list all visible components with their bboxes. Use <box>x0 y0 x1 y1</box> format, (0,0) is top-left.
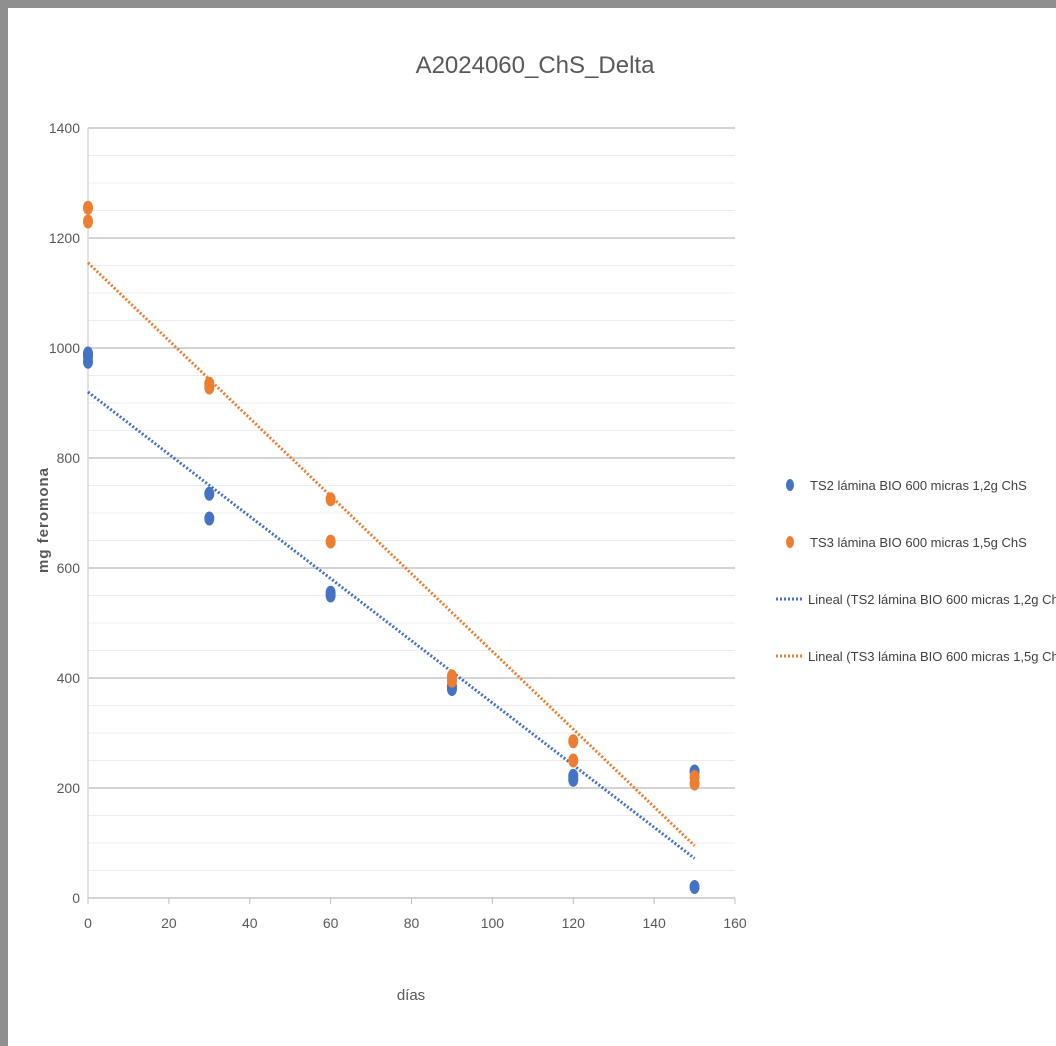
legend-marker <box>786 536 794 548</box>
x-tick-label: 140 <box>642 915 666 931</box>
x-tick-label: 80 <box>404 915 420 931</box>
y-axis-ticks: 0 200 400 600 800 1000 1200 1400 <box>49 120 80 906</box>
legend-label: TS2 lámina BIO 600 micras 1,2g ChS <box>810 478 1027 493</box>
y-tick-label: 400 <box>57 670 81 686</box>
y-tick-label: 1000 <box>49 340 80 356</box>
data-point-ts3 <box>446 673 457 688</box>
data-point-ts2 <box>325 585 336 600</box>
legend-label: Lineal (TS2 lámina BIO 600 micras 1,2g C… <box>808 592 1056 607</box>
y-axis-title: mg feromona <box>35 467 52 573</box>
y-tick-label: 800 <box>57 450 81 466</box>
data-point-ts3 <box>83 200 93 215</box>
data-point-ts3 <box>325 492 336 507</box>
legend: TS2 lámina BIO 600 micras 1,2g ChS TS3 lá… <box>776 478 1056 664</box>
trendline <box>87 390 696 860</box>
y-tick-label: 1200 <box>49 230 80 246</box>
gridlines <box>87 127 735 899</box>
x-tick-label: 60 <box>323 915 339 931</box>
data-points <box>83 200 700 894</box>
legend-label: TS3 lámina BIO 600 micras 1,5g ChS <box>810 535 1027 550</box>
data-point-ts3 <box>83 214 93 229</box>
y-tick-label: 1400 <box>49 120 80 136</box>
x-tick-label: 20 <box>161 915 177 931</box>
x-axis-ticks: 0 20 40 60 80 100 120 140 160 <box>84 898 747 931</box>
data-point-ts2 <box>689 880 700 894</box>
legend-item: TS3 lámina BIO 600 micras 1,5g ChS <box>786 535 1027 550</box>
data-point-ts3 <box>689 776 700 791</box>
data-point-ts3 <box>568 753 579 768</box>
data-point-ts3 <box>568 734 579 749</box>
x-tick-label: 160 <box>723 915 747 931</box>
x-axis-title: días <box>397 987 425 1004</box>
legend-item: Lineal (TS2 lámina BIO 600 micras 1,2g C… <box>776 592 1056 607</box>
data-point-ts2 <box>204 486 215 501</box>
legend-label: Lineal (TS3 lámina BIO 600 micras 1,5g C… <box>808 649 1056 664</box>
chart-title: A2024060_ChS_Delta <box>416 52 656 79</box>
data-point-ts2 <box>83 349 93 364</box>
trendline <box>86 261 696 847</box>
x-tick-label: 120 <box>562 915 586 931</box>
y-tick-label: 200 <box>57 780 81 796</box>
legend-item: TS2 lámina BIO 600 micras 1,2g ChS <box>786 478 1027 493</box>
trendlines <box>86 261 696 860</box>
data-point-ts2 <box>204 511 215 526</box>
chart-frame: 0 200 400 600 800 1000 1200 1400 0 20 40 60 80 100 12… <box>8 8 1056 1046</box>
legend-item: Lineal (TS3 lámina BIO 600 micras 1,5g C… <box>776 649 1056 664</box>
data-point-ts3 <box>204 380 215 395</box>
data-point-ts2 <box>568 768 579 783</box>
data-point-ts3 <box>325 534 336 549</box>
y-tick-label: 0 <box>72 890 80 906</box>
x-tick-label: 0 <box>84 915 92 931</box>
y-tick-label: 600 <box>57 560 81 576</box>
chart: 0 200 400 600 800 1000 1200 1400 0 20 40 60 80 100 12… <box>35 52 1056 1004</box>
legend-marker <box>786 479 794 491</box>
x-tick-label: 100 <box>481 915 505 931</box>
x-tick-label: 40 <box>242 915 258 931</box>
